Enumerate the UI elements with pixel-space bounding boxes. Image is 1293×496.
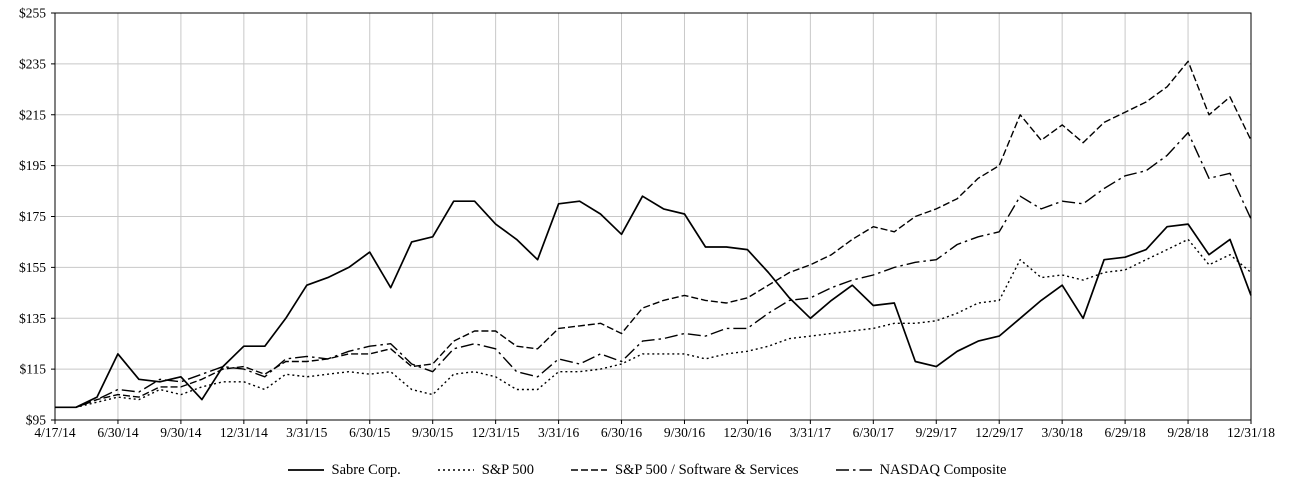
legend-item-sabre: Sabre Corp.: [287, 462, 401, 479]
y-axis-tick-label: $175: [19, 209, 46, 224]
x-axis-tick-label: 3/30/18: [1042, 425, 1084, 440]
y-axis-tick-label: $255: [19, 6, 46, 21]
y-axis-tick-label: $115: [20, 362, 47, 377]
legend-label: Sabre Corp.: [331, 461, 401, 478]
x-axis-tick-label: 9/30/14: [160, 425, 202, 440]
legend-item-sp500-software-services: S&P 500 / Software & Services: [570, 462, 799, 479]
x-axis-tick-label: 4/17/14: [34, 425, 76, 440]
x-axis-tick-label: 9/30/16: [664, 425, 706, 440]
legend-label: S&P 500: [481, 461, 535, 478]
x-axis-tick-label: 12/31/15: [472, 425, 520, 440]
x-axis-tick-label: 3/31/16: [538, 425, 580, 440]
y-axis-tick-label: $235: [19, 56, 46, 71]
stock-performance-line-chart: $95 $115 $135 $155 $175 $195 $215 $235 $255 4/17/…: [19, 6, 1275, 441]
x-axis-tick-label: 6/29/18: [1104, 425, 1146, 440]
series-line-sabre: [55, 195, 1252, 409]
legend-item-sp500: S&P 500: [437, 462, 534, 479]
x-axis-tick-label: 9/28/18: [1167, 425, 1209, 440]
y-axis-tick-label: $95: [26, 413, 47, 428]
x-axis-tick-label: 12/31/18: [1227, 425, 1275, 440]
legend-dotted-line-icon: [437, 469, 474, 471]
series-line-nasdaq: [55, 131, 1252, 408]
y-axis-tick-label: $135: [19, 311, 46, 326]
legend-label: S&P 500 / Software & Services: [615, 461, 799, 478]
x-axis-tick-label: 6/30/16: [601, 425, 643, 440]
y-axis-tick-label: $215: [19, 107, 46, 122]
legend-dashed-line-icon: [571, 469, 608, 471]
legend-label: NASDAQ Composite: [879, 461, 1007, 478]
series-line-sp500-software-services: [55, 60, 1252, 408]
chart-legend: Sabre Corp. S&P 500 S&P 500 / Software & S…: [0, 450, 1293, 490]
y-axis-tick-label: $155: [19, 260, 46, 275]
x-axis-tick-label: 9/29/17: [916, 425, 958, 440]
x-axis-tick-label: 3/31/15: [286, 425, 328, 440]
x-axis-tick-label: 9/30/15: [412, 425, 454, 440]
x-axis-tick-label: 12/30/16: [723, 425, 771, 440]
x-axis-tick-label: 6/30/14: [97, 425, 139, 440]
x-axis-tick-label: 3/31/17: [790, 425, 832, 440]
legend-item-nasdaq: NASDAQ Composite: [835, 461, 1007, 479]
x-axis-tick-label: 12/29/17: [975, 425, 1023, 440]
series-line-sp500: [55, 238, 1252, 408]
x-axis-tick-label: 6/30/17: [853, 425, 895, 440]
y-axis-tick-label: $195: [19, 158, 46, 173]
x-axis-tick-label: 6/30/15: [349, 425, 391, 440]
legend-solid-line-icon: [287, 469, 324, 471]
legend-dashdot-line-icon: [835, 469, 872, 471]
x-axis-tick-label: 12/31/14: [220, 425, 268, 440]
